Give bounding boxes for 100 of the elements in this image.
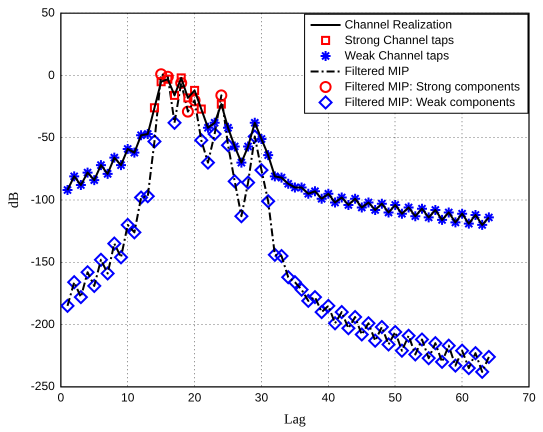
y-tick-label: -200 <box>30 316 56 331</box>
point <box>188 94 201 106</box>
legend-label: Channel Realization <box>344 17 452 32</box>
x-tick-label: 30 <box>254 390 268 404</box>
point <box>140 189 155 204</box>
point <box>194 133 208 148</box>
point <box>254 163 268 178</box>
point <box>268 248 282 262</box>
legend-label: Weak Channel taps <box>344 48 450 62</box>
x-tick-label: 20 <box>188 390 202 404</box>
point <box>329 196 342 208</box>
point <box>322 188 334 200</box>
point <box>336 192 348 204</box>
point <box>274 249 289 264</box>
point <box>349 192 362 205</box>
x-tick-label: 40 <box>322 390 336 404</box>
point <box>436 214 448 226</box>
point <box>255 132 268 145</box>
point <box>328 316 342 330</box>
point <box>422 351 436 366</box>
point <box>162 70 174 83</box>
y-tick-label: 0 <box>48 68 56 82</box>
point <box>314 305 329 320</box>
point <box>389 198 402 211</box>
point <box>276 172 288 184</box>
point <box>261 194 276 208</box>
point <box>435 354 450 369</box>
point <box>316 192 328 205</box>
point <box>200 156 215 170</box>
point <box>376 198 388 210</box>
point <box>422 211 435 224</box>
point <box>442 338 456 353</box>
point <box>62 184 74 196</box>
point <box>402 328 416 343</box>
point <box>170 90 180 100</box>
legend-label: Filtered MIP: Strong components <box>344 79 520 94</box>
point <box>396 208 408 220</box>
point <box>382 337 396 352</box>
point <box>114 250 128 264</box>
point <box>202 122 214 134</box>
point <box>361 316 376 330</box>
x-tick-label: 10 <box>121 390 135 404</box>
point <box>107 236 122 251</box>
point <box>475 364 490 379</box>
point <box>281 270 296 284</box>
point <box>183 93 192 102</box>
point <box>282 178 294 190</box>
point <box>67 275 82 290</box>
point <box>176 73 186 82</box>
point <box>163 74 172 84</box>
point <box>362 196 374 208</box>
point <box>456 208 468 220</box>
point <box>334 305 349 320</box>
point <box>455 344 470 358</box>
point <box>482 350 496 364</box>
point <box>308 185 321 198</box>
point <box>301 294 316 308</box>
point <box>469 208 482 221</box>
point <box>354 327 369 342</box>
point <box>74 290 88 304</box>
point <box>348 310 362 324</box>
point <box>127 225 142 240</box>
point <box>175 76 188 89</box>
point <box>155 68 168 80</box>
point <box>74 179 87 192</box>
point <box>156 77 166 86</box>
point <box>482 211 495 224</box>
point <box>468 346 482 360</box>
point <box>228 140 241 152</box>
point <box>321 298 336 313</box>
point <box>88 174 100 186</box>
y-tick-label: -100 <box>30 192 56 206</box>
y-tick-label: -50 <box>37 130 56 144</box>
point <box>388 325 402 340</box>
point <box>409 210 422 222</box>
point <box>60 298 75 313</box>
point <box>476 218 488 231</box>
point <box>374 320 389 334</box>
point <box>462 218 475 230</box>
point <box>382 206 395 218</box>
point <box>100 266 115 280</box>
legend-label: Filtered MIP <box>344 64 410 78</box>
point <box>222 122 234 134</box>
point <box>462 361 476 376</box>
point <box>248 116 261 129</box>
x-tick-label: 0 <box>57 390 64 404</box>
point <box>102 168 114 180</box>
y-tick-label: -150 <box>30 254 56 269</box>
point <box>228 174 242 188</box>
point <box>241 176 256 190</box>
point <box>235 156 248 169</box>
point <box>87 278 102 293</box>
point <box>168 116 182 130</box>
point <box>448 358 462 373</box>
point <box>294 282 309 297</box>
point <box>120 218 135 232</box>
y-tick-label: -250 <box>30 379 56 394</box>
point <box>68 170 80 182</box>
point <box>356 201 368 214</box>
point <box>242 140 254 152</box>
